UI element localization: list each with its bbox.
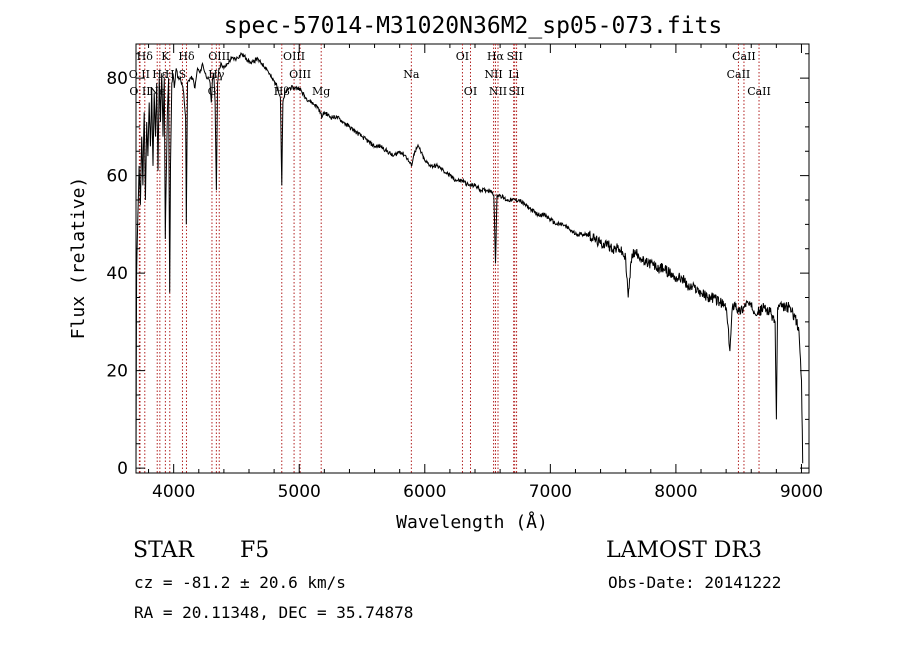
- line-label: OIII: [283, 50, 305, 63]
- line-label: Hδ: [137, 50, 154, 63]
- line-label: K: [161, 50, 170, 63]
- flux-series-line: [135, 52, 804, 469]
- y-tick-label: 60: [106, 167, 128, 187]
- y-tick-label: 20: [106, 362, 128, 382]
- line-label: NII: [484, 68, 502, 81]
- line-label: SII: [508, 85, 524, 98]
- observation-date: Obs-Date: 20141222: [608, 573, 782, 592]
- line-label: OI: [464, 85, 477, 98]
- x-tick-label: 9000: [780, 482, 823, 502]
- line-label: OIII: [208, 50, 230, 63]
- line-label: H: [165, 68, 175, 81]
- x-axis: 4000 5000 6000 7000 8000 9000: [148, 44, 823, 502]
- line-label: OIII: [289, 68, 311, 81]
- y-axis-label: Flux (relative): [68, 177, 89, 340]
- line-label: NII: [489, 85, 507, 98]
- line-label: OI: [456, 50, 469, 63]
- survey-name: LAMOST DR3: [606, 538, 762, 563]
- line-label: Hα: [487, 50, 505, 63]
- y-tick-label: 40: [106, 264, 128, 284]
- line-label: S: [179, 68, 187, 81]
- x-tick-label: 6000: [403, 482, 446, 502]
- line-label: Na: [403, 68, 420, 81]
- object-subclass: F5: [240, 538, 270, 563]
- spectral-line-markers: [138, 44, 760, 473]
- line-label: Mg: [312, 85, 330, 98]
- line-label: CaII: [747, 85, 771, 98]
- plot-frame: [135, 43, 810, 474]
- x-tick-label: 8000: [654, 482, 697, 502]
- line-label: O II: [129, 85, 150, 98]
- x-tick-label: 4000: [152, 482, 195, 502]
- line-label: SII: [507, 50, 523, 63]
- y-tick-label: 0: [117, 459, 128, 479]
- x-tick-label: 5000: [278, 482, 321, 502]
- line-label: CaII: [727, 68, 751, 81]
- line-label: Hε: [152, 68, 168, 81]
- object-type: STAR: [133, 538, 194, 563]
- line-label: Hδ: [178, 50, 195, 63]
- chart-title: spec-57014-M31020N36M2_sp05-073.fits: [224, 13, 723, 39]
- line-label: Hγ: [208, 68, 225, 81]
- line-label: Li: [508, 68, 519, 81]
- y-axis: 0 20 40 60 80: [106, 53, 809, 479]
- redshift-velocity: cz = -81.2 ± 20.6 km/s: [134, 573, 346, 592]
- x-tick-label: 7000: [529, 482, 572, 502]
- line-label: Hβ: [274, 85, 290, 98]
- line-label: O II: [129, 68, 150, 81]
- coordinates: RA = 20.11348, DEC = 35.74878: [134, 603, 414, 622]
- x-axis-label: Wavelength (Å): [396, 511, 548, 533]
- y-tick-label: 80: [106, 69, 128, 89]
- line-label: CaII: [732, 50, 756, 63]
